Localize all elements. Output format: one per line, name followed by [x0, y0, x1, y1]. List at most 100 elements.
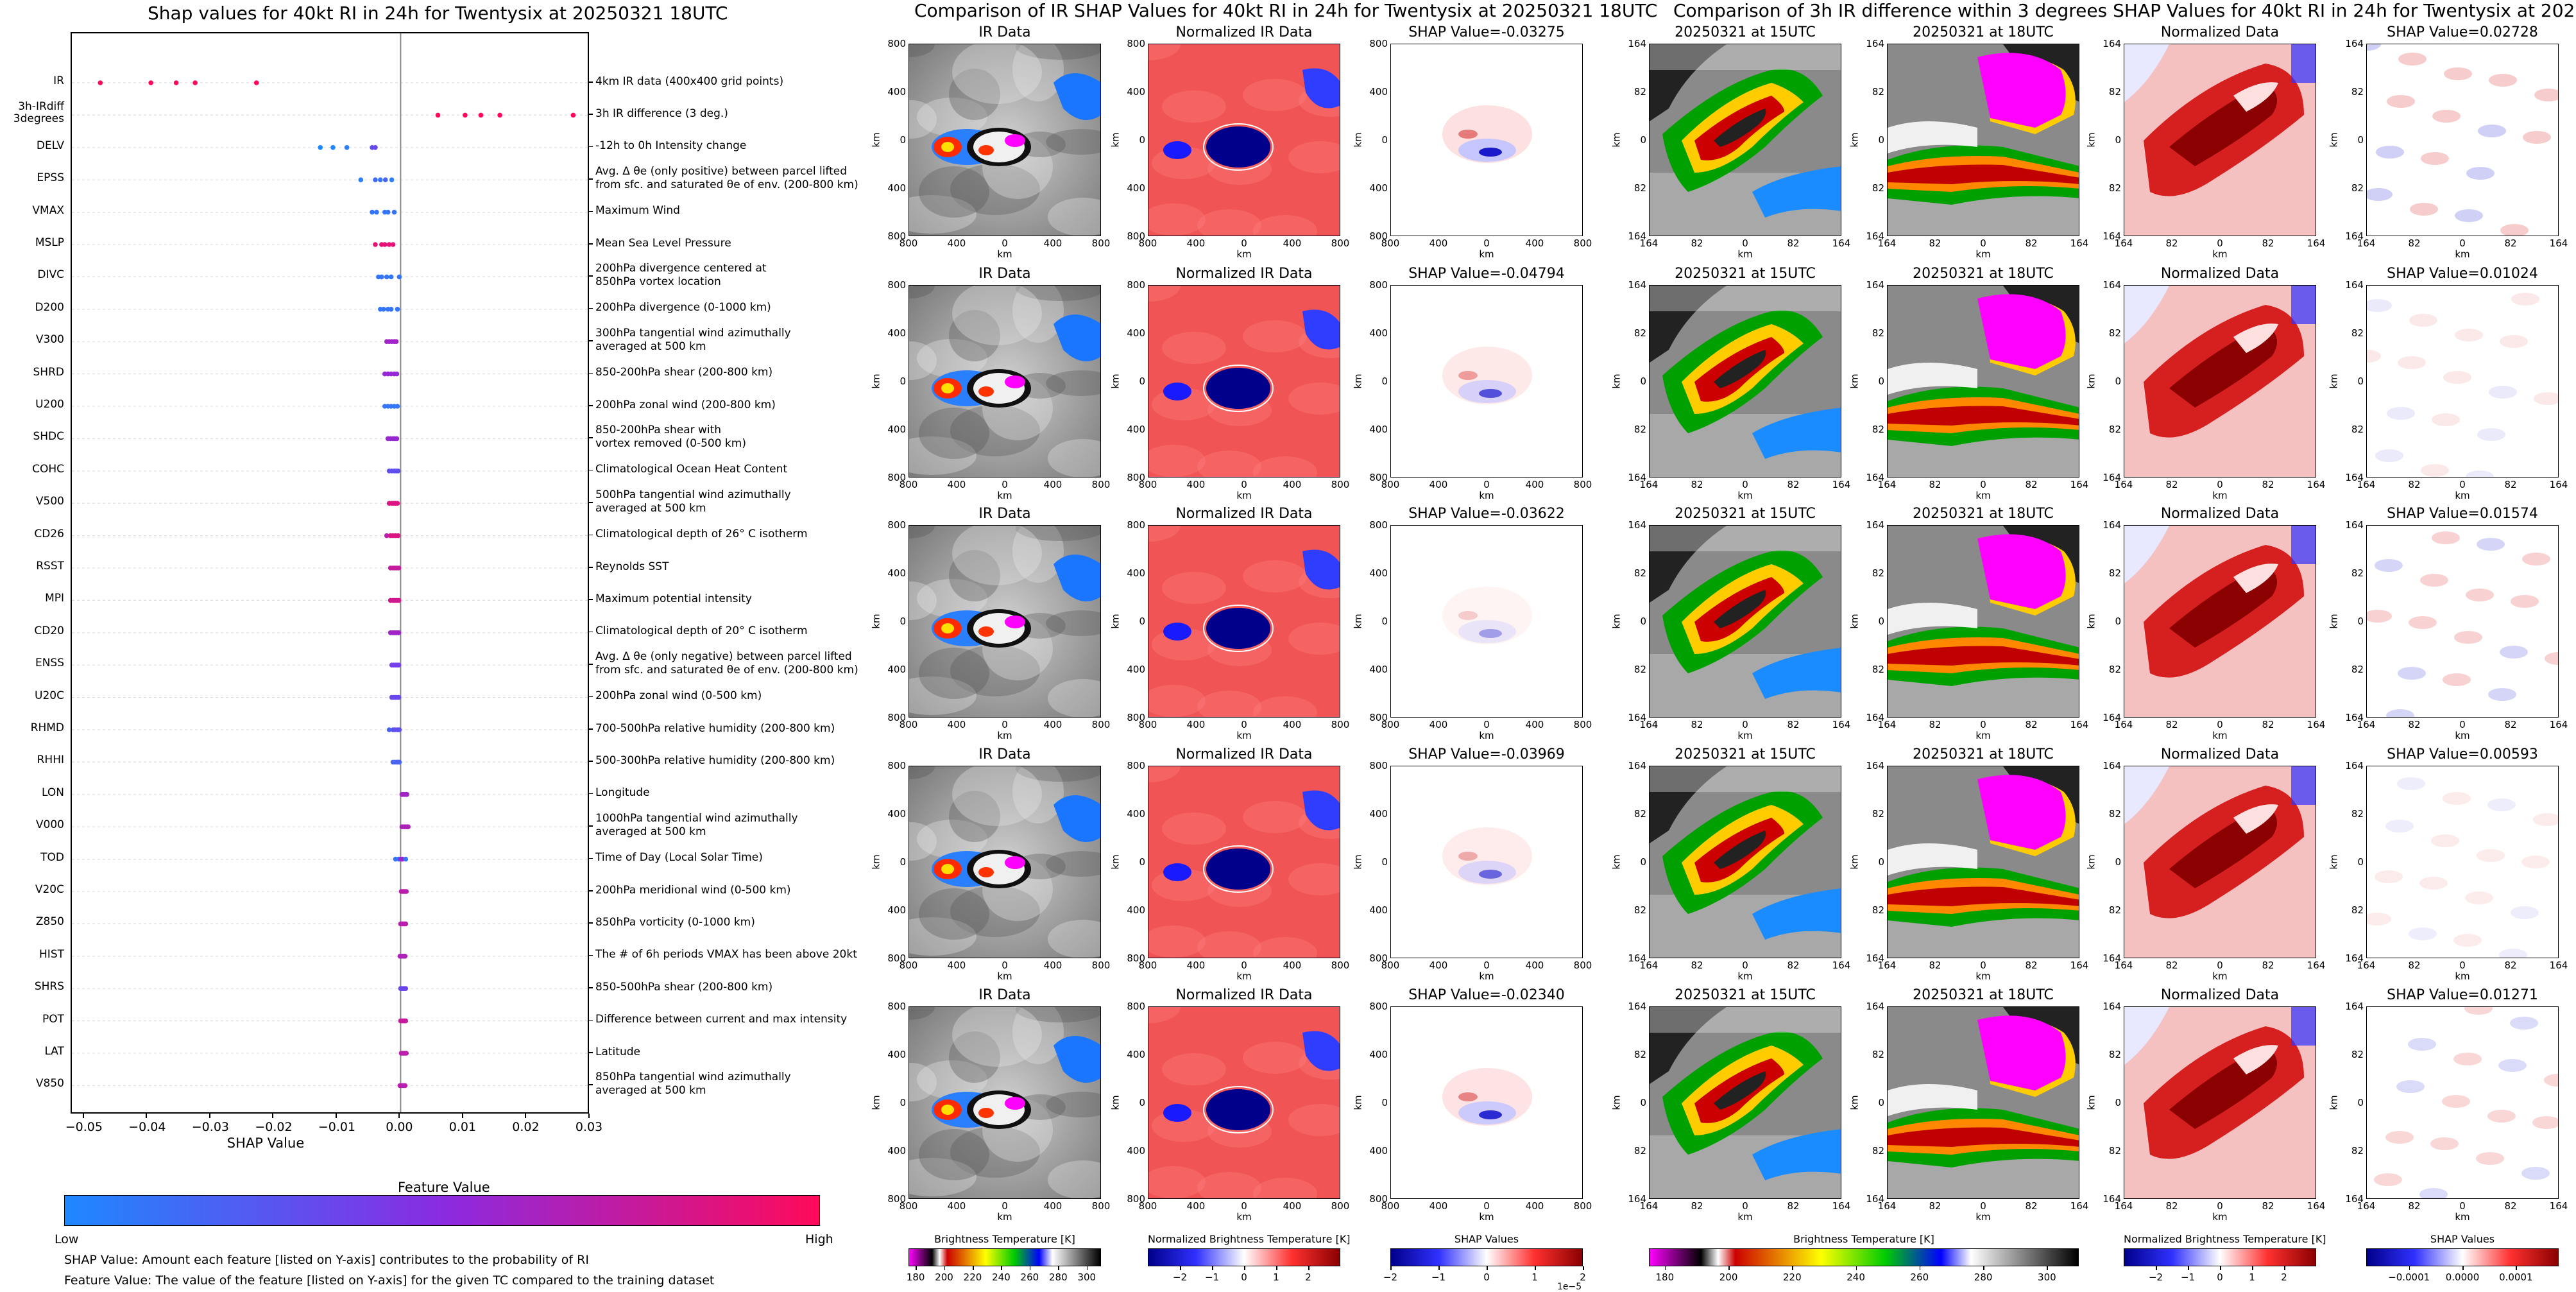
norm-cold-west: [1163, 141, 1191, 159]
panel-x-tick: 82: [2262, 1200, 2274, 1212]
cloud-core: [1714, 108, 1766, 147]
cloud-texture: [909, 1158, 977, 1196]
panel-y-label: km: [1352, 374, 1364, 389]
cloud-texture: [950, 645, 1040, 696]
dshap-patch: [2410, 203, 2438, 216]
dshap-patch: [2432, 110, 2461, 123]
convection-core-west: [941, 623, 954, 633]
ndiff-cool: [2124, 1007, 2169, 1065]
dshap-patch: [2385, 820, 2414, 832]
panel-x-tick: 82: [1691, 1200, 1703, 1212]
colorbar-tick: [1487, 1266, 1488, 1270]
panel-y-tick: 800: [1369, 472, 1388, 483]
colorbar-tick-label: 220: [963, 1271, 982, 1283]
ndiff-cold-corner: [2291, 44, 2316, 83]
colorbar-tick: [1664, 1266, 1666, 1270]
warm-ring: [978, 145, 994, 155]
panel-y-tick: 0: [900, 375, 906, 387]
panel-y-tick: 164: [2345, 38, 2364, 49]
right-tick: [589, 82, 593, 83]
cloud-texture: [909, 676, 977, 715]
panel-y-tick: 82: [2351, 664, 2364, 675]
image-panel: [2366, 44, 2559, 236]
shap-negative-area: [1458, 620, 1516, 643]
dshap-patch: [2396, 1080, 2425, 1093]
x-tick-label: 0.03: [575, 1120, 603, 1134]
cloud-texture: [1012, 766, 1064, 823]
dshap-patch: [2367, 350, 2381, 363]
panel-y-tick: 400: [887, 327, 906, 339]
panel-image: [2367, 44, 2558, 236]
panel-y-tick: 800: [887, 760, 906, 771]
panel-y-tick: 82: [2351, 1049, 2364, 1060]
norm-texture: [1243, 560, 1307, 592]
colorbar-tick-label: 280: [1049, 1271, 1068, 1283]
colorbar-tick-label: 0: [2217, 1271, 2223, 1283]
cloud-texture: [952, 1007, 1042, 1067]
panel-x-label: km: [1975, 490, 1991, 501]
colorbar-label: Brightness Temperature [K]: [934, 1233, 1075, 1245]
feature-description: 850-500hPa shear (200-800 km): [595, 980, 773, 994]
panel-x-tick: 164: [2307, 479, 2326, 490]
colorbar-tick-label: 300: [1077, 1271, 1096, 1283]
panel-y-tick: 400: [1127, 904, 1145, 916]
panel-y-tick: 800: [1127, 952, 1145, 964]
shap-negative-core: [1479, 1110, 1502, 1119]
norm-texture: [1243, 1042, 1307, 1074]
panel-x-tick: 400: [1429, 1200, 1448, 1212]
panel-image: [909, 44, 1100, 236]
image-panel: [2366, 766, 2559, 958]
panel-y-tick: 82: [1633, 424, 1646, 435]
panel-x-tick: 800: [1091, 237, 1111, 249]
panel-x-tick: 400: [1043, 960, 1062, 971]
shap-point: [378, 177, 383, 182]
colorbar-exponent: 1e−5: [1557, 1282, 1582, 1292]
dshap-background: [2367, 526, 2558, 717]
panel-y-tick: 0: [2357, 1097, 2364, 1108]
panel-x-tick: 82: [1929, 719, 1941, 730]
panel-x-tick: 82: [2408, 960, 2421, 971]
panel-y-tick: 164: [2103, 952, 2121, 964]
colorbar-tick-label: 300: [2038, 1271, 2056, 1283]
norm-texture: [1148, 1007, 1181, 1023]
panel-title: 20250321 at 15UTC: [1675, 506, 1816, 522]
panel-x-label: km: [1479, 490, 1494, 501]
shap-point: [395, 307, 400, 312]
shap-point: [390, 242, 396, 247]
norm-edge: [1203, 365, 1274, 412]
norm-texture: [1253, 937, 1317, 958]
dshap-patch: [2544, 1074, 2558, 1087]
norm-texture: [1148, 526, 1181, 542]
convection-core-west: [941, 142, 954, 152]
image-panel: [1887, 1006, 2079, 1199]
panel-x-tick: 800: [1573, 960, 1592, 971]
panel-x-tick: 82: [2025, 1200, 2038, 1212]
shap-negative-core: [1479, 389, 1502, 398]
panel-x-tick: 800: [1573, 479, 1592, 490]
dshap-patch: [2387, 95, 2415, 108]
right-tick: [589, 469, 593, 471]
panel-x-label: km: [997, 1211, 1012, 1223]
shap-point: [397, 274, 402, 280]
dshap-patch: [2453, 934, 2482, 947]
panel-x-tick: 400: [1186, 719, 1206, 730]
panel-y-label: km: [1109, 374, 1122, 389]
panel-x-label: km: [1975, 970, 1991, 982]
colorbar-tick-label: −2: [1383, 1271, 1398, 1283]
panel-x-tick: 82: [2165, 237, 2178, 249]
panel-x-tick: 400: [1283, 960, 1302, 971]
image-panel: [2366, 285, 2559, 478]
panel-image: [1888, 526, 2079, 717]
panel-y-label: km: [1848, 1095, 1861, 1110]
colorbar: [2124, 1248, 2316, 1266]
panel-image: [909, 526, 1100, 717]
panel-y-tick: 0: [1878, 856, 1884, 868]
feature-description: 500hPa tangential wind azimuthally avera…: [595, 488, 791, 515]
image-panel: [908, 525, 1101, 718]
cloud-texture: [1016, 766, 1100, 782]
dshap-patch: [2409, 616, 2437, 629]
panel-y-tick: 400: [887, 424, 906, 435]
panel-title: 20250321 at 18UTC: [1913, 746, 2054, 762]
shap-point: [395, 533, 401, 538]
dshap-patch: [2409, 927, 2437, 940]
